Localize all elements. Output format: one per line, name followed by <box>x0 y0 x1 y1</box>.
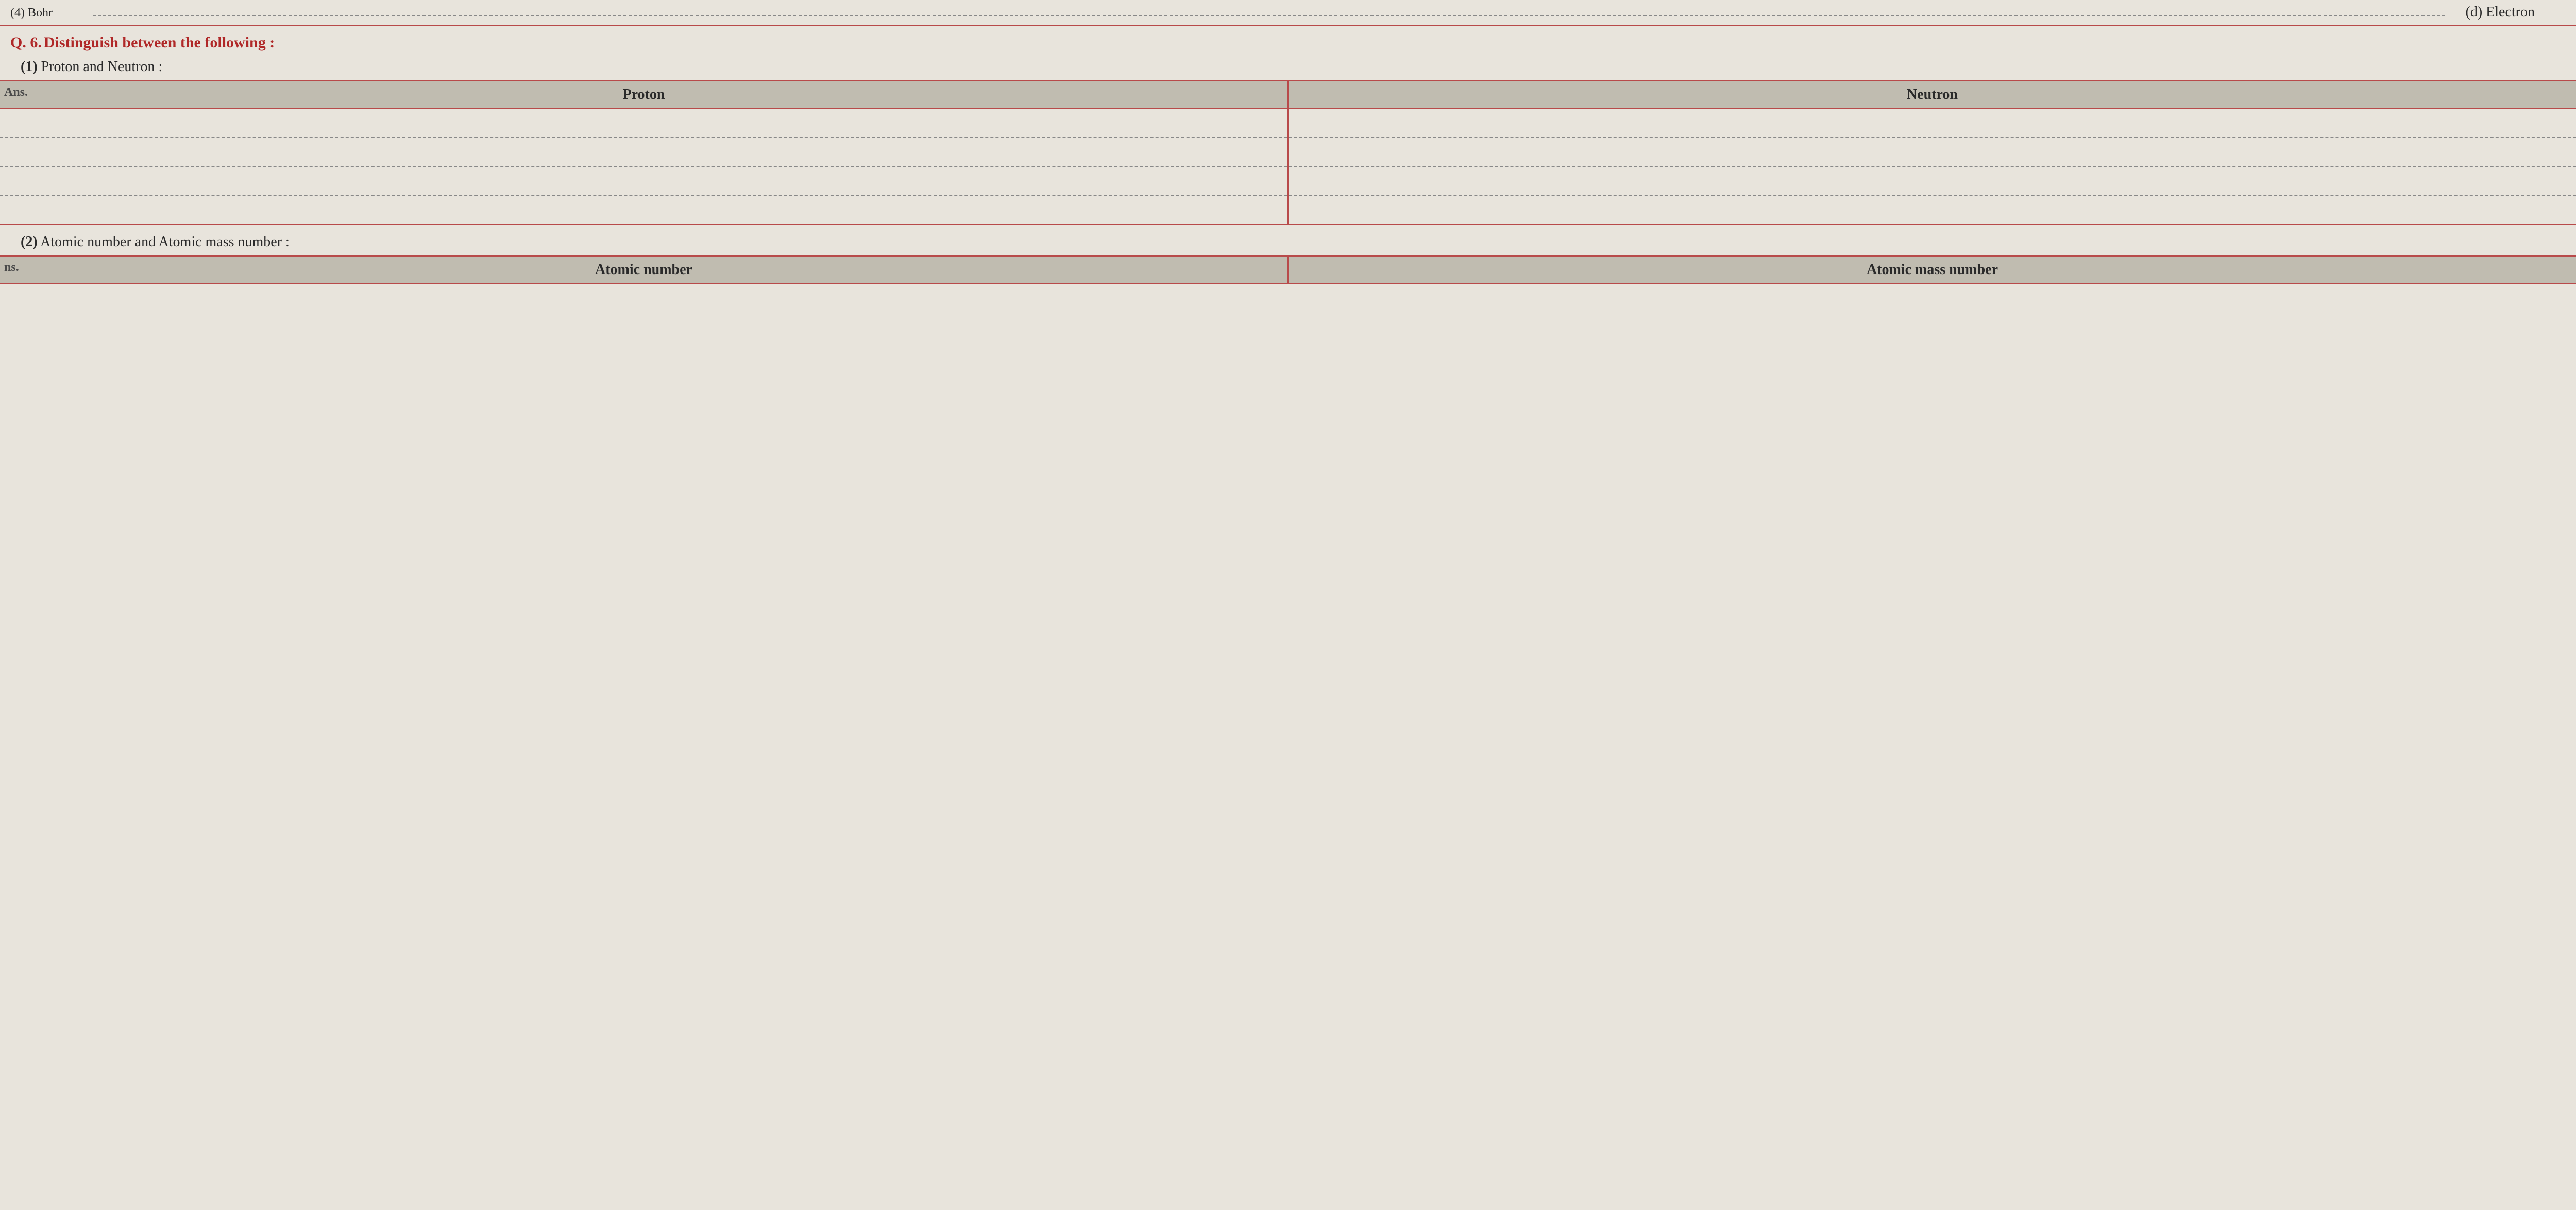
blank-cell <box>0 109 1288 138</box>
blank-line <box>93 4 2445 16</box>
blank-cell <box>1288 138 2576 166</box>
compare-table-2: Atomic number Atomic mass number <box>0 255 2576 284</box>
table-row <box>0 138 2576 166</box>
table-row <box>0 109 2576 138</box>
question-text: Distinguish between the following : <box>44 34 275 51</box>
table1-col1-header: Proton <box>0 81 1288 109</box>
sub1-number: (1) <box>21 59 38 75</box>
table1-body <box>0 109 2576 224</box>
table2-col2-header: Atomic mass number <box>1288 256 2576 284</box>
sub2-text: Atomic number and Atomic mass number : <box>40 234 290 250</box>
table2-header-row: Atomic number Atomic mass number <box>0 256 2576 284</box>
table2-col1-header: Atomic number <box>0 256 1288 284</box>
answer-label-1: Ans. <box>0 80 32 105</box>
section-gap <box>0 225 2576 231</box>
blank-cell <box>0 138 1288 166</box>
sub-question-1: (1) Proton and Neutron : <box>0 56 2576 80</box>
top-partial-row: (4) Bohr (d) Electron <box>0 0 2576 26</box>
question-number: Q. 6. <box>10 34 42 51</box>
compare-table-1: Proton Neutron <box>0 80 2576 225</box>
table1-col2-header: Neutron <box>1288 81 2576 109</box>
prev-option-right: (d) Electron <box>2466 4 2566 21</box>
sub1-text: Proton and Neutron : <box>41 59 163 75</box>
sub2-number: (2) <box>21 234 38 250</box>
blank-cell <box>0 195 1288 224</box>
prev-option-left: (4) Bohr <box>10 6 72 20</box>
table2-wrap: ns. Atomic number Atomic mass number <box>0 255 2576 284</box>
table1-wrap: Ans. Proton Neutron <box>0 80 2576 225</box>
table-row <box>0 166 2576 195</box>
blank-cell <box>0 166 1288 195</box>
worksheet-page: (4) Bohr (d) Electron Q. 6. Distinguish … <box>0 0 2576 1210</box>
blank-cell <box>1288 109 2576 138</box>
blank-cell <box>1288 195 2576 224</box>
blank-cell <box>1288 166 2576 195</box>
sub-question-2: (2) Atomic number and Atomic mass number… <box>0 231 2576 255</box>
table1-header-row: Proton Neutron <box>0 81 2576 109</box>
question-heading: Q. 6. Distinguish between the following … <box>0 26 2576 56</box>
table-row <box>0 195 2576 224</box>
answer-label-2: ns. <box>0 255 23 280</box>
